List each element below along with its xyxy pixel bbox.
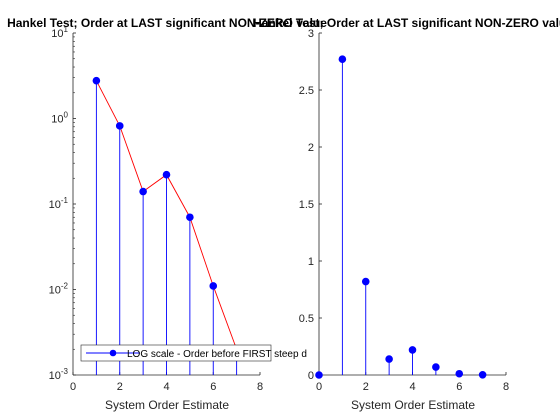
- y-tick-label: 1: [308, 256, 314, 268]
- x-tick-label: 6: [210, 381, 216, 393]
- x-tick-label: 2: [363, 381, 369, 393]
- data-point: [115, 122, 124, 130]
- legend-box: [80, 344, 272, 362]
- y-tick-label: 0: [308, 370, 314, 382]
- data-point: [139, 187, 147, 196]
- y-tick-label: 0.5: [299, 313, 314, 325]
- left-x-axis-label: System Order Estimate: [105, 398, 229, 412]
- right-x-axis-label: System Order Estimate: [351, 398, 475, 412]
- y-tick-label: 10-1: [49, 196, 69, 211]
- y-tick-label: 2.5: [299, 85, 314, 97]
- y-tick-label: 10-2: [49, 282, 69, 297]
- data-point: [209, 282, 218, 290]
- right-chart-title: Hankel Test; Order at LAST significant N…: [253, 16, 560, 30]
- legend-label: LOG scale - Order before FIRST steep d: [127, 349, 307, 360]
- y-tick-label: 100: [51, 111, 68, 126]
- data-point: [186, 213, 194, 222]
- data-point: [315, 371, 323, 379]
- x-tick-label: 8: [503, 381, 509, 393]
- data-point: [455, 369, 464, 378]
- y-tick-label: 2: [308, 142, 314, 154]
- legend-marker: [109, 349, 117, 357]
- data-point: [92, 76, 101, 85]
- x-tick-label: 0: [70, 381, 76, 393]
- y-tick-label: 3: [308, 28, 314, 40]
- data-point: [338, 55, 347, 64]
- right-axes: 0 2 4 6 8 0 0.5 1 1.5 2 2.5 3: [299, 28, 509, 393]
- y-tick-label: 1.5: [299, 199, 314, 211]
- data-point: [432, 363, 440, 371]
- data-point: [385, 355, 393, 363]
- left-chart-title: Hankel Test; Order at LAST significant N…: [7, 16, 327, 30]
- x-tick-label: 0: [316, 381, 322, 393]
- x-tick-label: 8: [257, 381, 263, 393]
- x-tick-label: 4: [409, 381, 415, 393]
- x-tick-label: 4: [163, 381, 169, 393]
- x-tick-label: 2: [117, 381, 123, 393]
- y-tick-label: 10-3: [49, 367, 69, 382]
- data-point: [162, 170, 171, 179]
- data-point: [361, 277, 370, 286]
- x-tick-label: 6: [456, 381, 462, 393]
- data-point: [478, 370, 487, 379]
- data-point: [408, 346, 417, 354]
- legend: LOG scale - Order before FIRST steep d: [80, 344, 307, 362]
